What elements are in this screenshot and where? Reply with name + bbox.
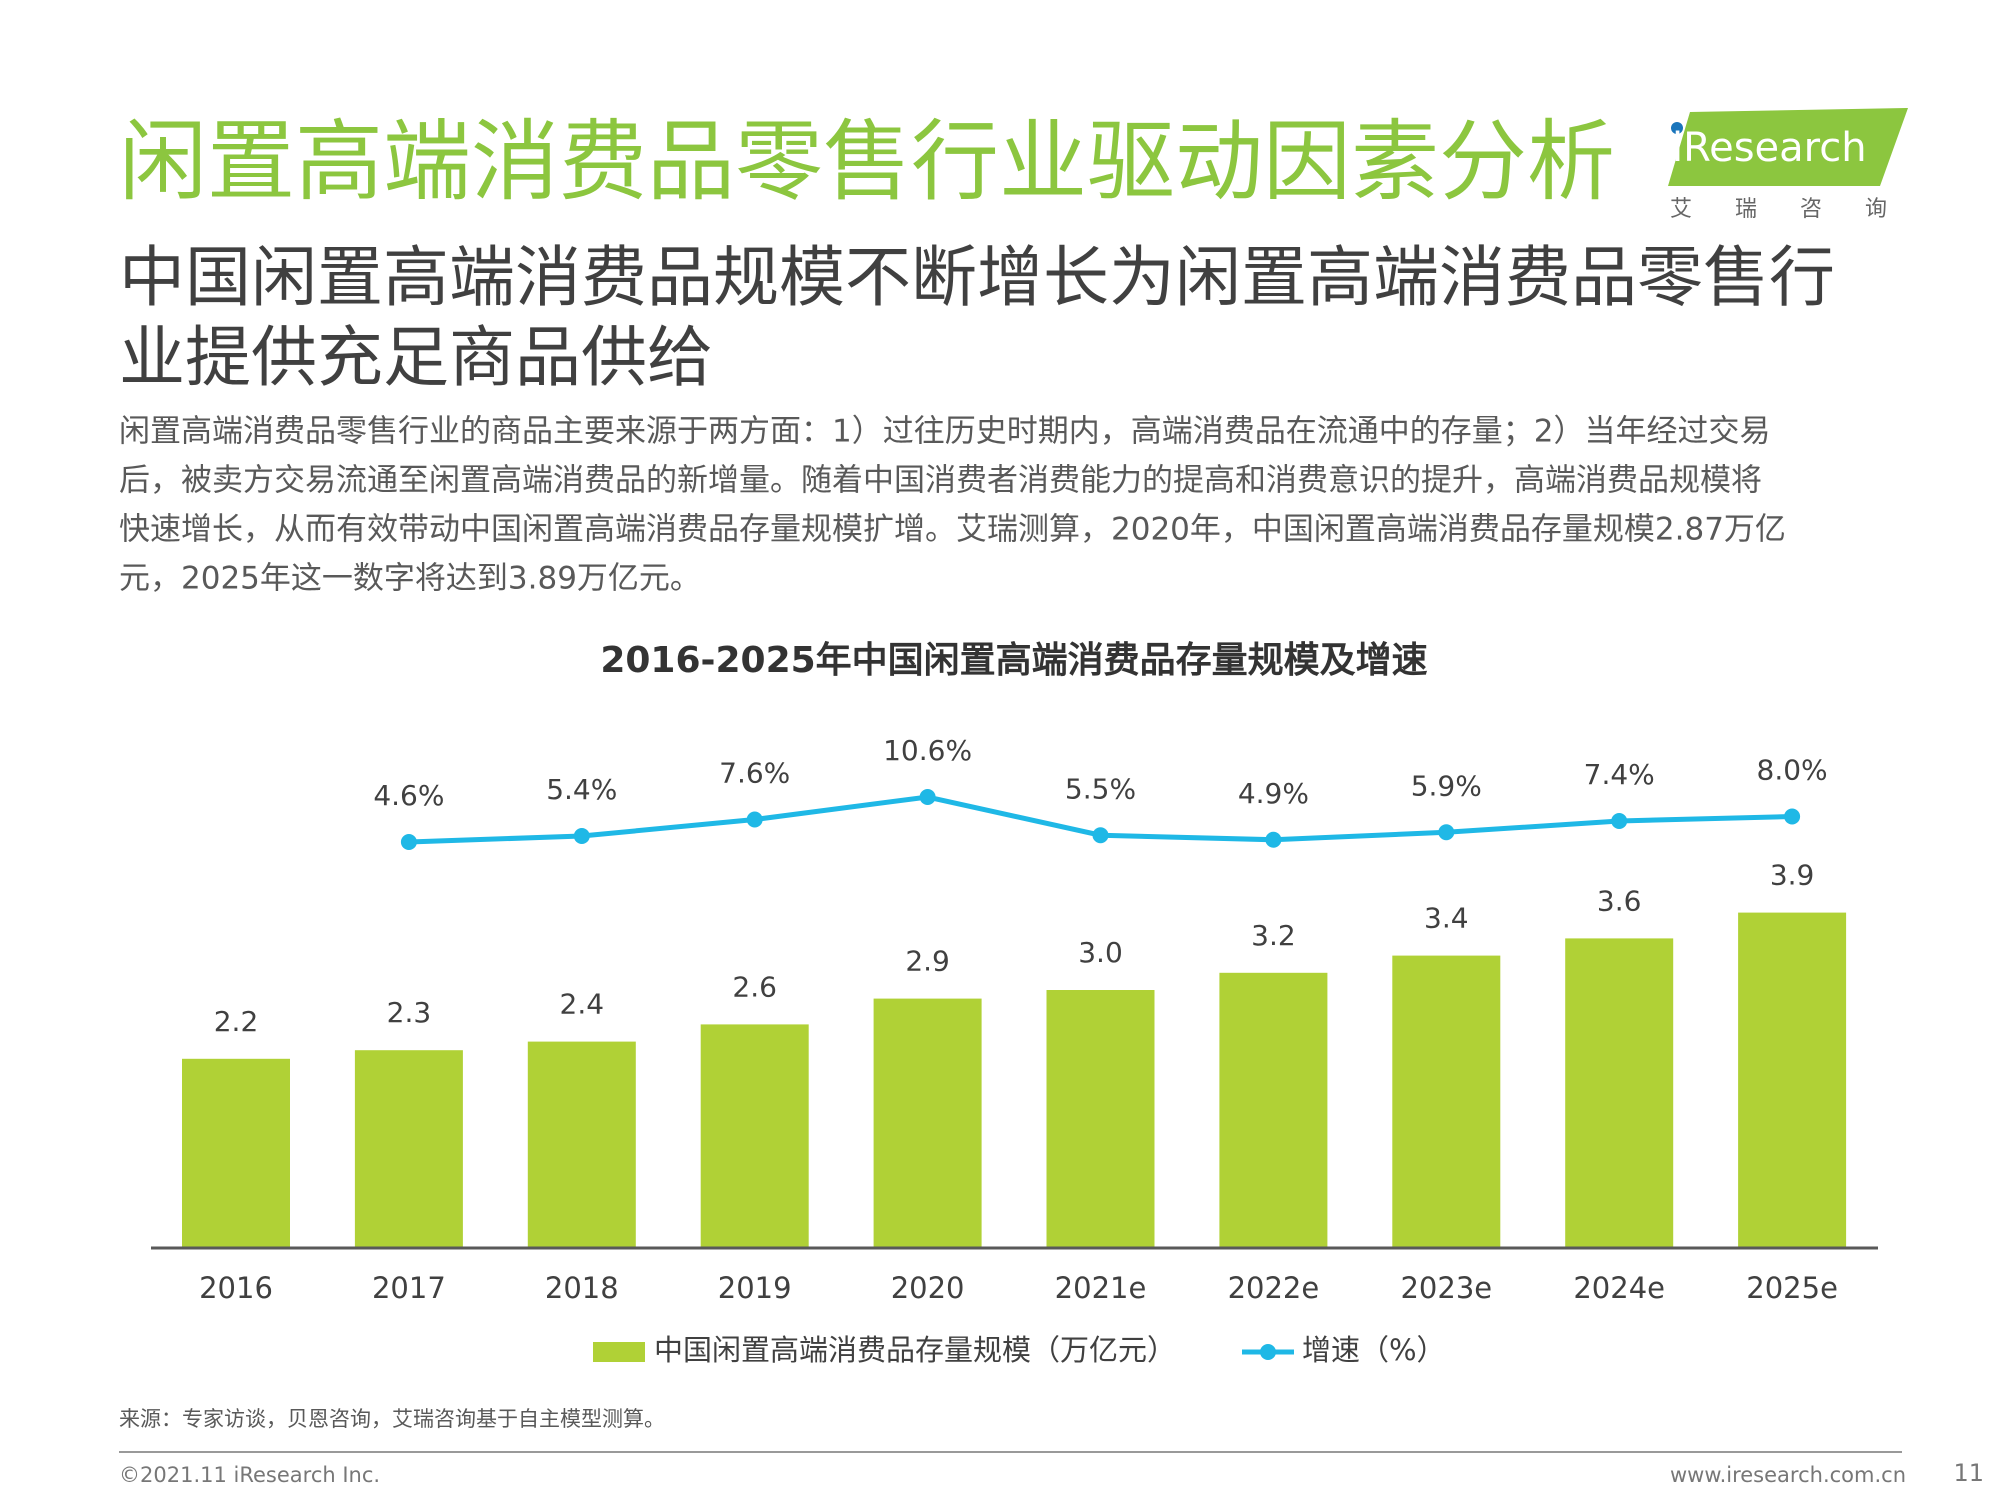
line-point xyxy=(400,834,417,850)
x-tick-label: 2022e xyxy=(1228,1271,1320,1305)
x-tick-label: 2016 xyxy=(199,1271,273,1305)
bar-label: 2.2 xyxy=(214,1005,259,1038)
bar-label: 3.9 xyxy=(1770,859,1815,892)
page-number: 11 xyxy=(1953,1459,1984,1487)
logo-dot xyxy=(1671,122,1683,134)
line-point xyxy=(1611,813,1628,829)
bar xyxy=(1046,990,1155,1248)
line-label: 5.5% xyxy=(1065,772,1136,805)
x-tick-label: 2024e xyxy=(1573,1271,1665,1305)
line-point xyxy=(1438,824,1455,841)
bar xyxy=(354,1050,463,1248)
line-point xyxy=(1265,831,1282,848)
x-tick-label: 2018 xyxy=(545,1271,619,1305)
line-point xyxy=(1784,808,1801,825)
subtitle: 中国闲置高端消费品规模不断增长为闲置高端消费品零售行业提供充足商品供给 xyxy=(119,239,1835,396)
bar-label: 3.4 xyxy=(1424,902,1469,935)
line-label: 5.4% xyxy=(546,773,617,806)
bar-label: 3.2 xyxy=(1251,919,1296,952)
x-tick-label: 2020 xyxy=(891,1271,965,1305)
copyright: ©2021.11 iResearch Inc. xyxy=(119,1463,380,1487)
bar-label: 2.9 xyxy=(905,945,950,978)
bar xyxy=(1738,912,1847,1248)
line-point xyxy=(919,789,936,805)
logo: iResearch xyxy=(1672,125,1867,171)
page-title: 闲置高端消费品零售行业驱动因素分析 xyxy=(119,110,1615,213)
paragraph-line: 元，2025年这一数字将达到3.89万亿元。 xyxy=(119,561,701,597)
x-tick-label: 2023e xyxy=(1400,1271,1492,1305)
paragraph-line: 快速增长，从而有效带动中国闲置高端消费品存量规模扩增。艾瑞测算，2020年，中国… xyxy=(119,512,1786,548)
bar xyxy=(527,1041,636,1248)
bar xyxy=(700,1024,809,1248)
legend-label: 增速（%） xyxy=(1302,1333,1446,1367)
website: www.iresearch.com.cn xyxy=(1670,1463,1906,1487)
bar-label: 2.6 xyxy=(732,970,777,1003)
source: 来源：专家访谈，贝恩咨询，艾瑞咨询基于自主模型测算。 xyxy=(119,1407,665,1431)
bar-label: 2.4 xyxy=(560,988,605,1021)
line-label: 5.9% xyxy=(1411,769,1482,802)
line-label: 7.6% xyxy=(719,757,790,790)
logo-bg xyxy=(1668,108,1908,186)
paragraph: 闲置高端消费品零售行业的商品主要来源于两方面：1）过往历史时期内，高端消费品在流… xyxy=(119,414,1786,597)
bar-label: 3.6 xyxy=(1597,884,1642,917)
bar xyxy=(1392,955,1501,1248)
bar xyxy=(182,1058,290,1248)
x-tick-label: 2025e xyxy=(1746,1271,1838,1305)
paragraph-line: 后，被卖方交易流通至闲置高端消费品的新增量。随着中国消费者消费能力的提高和消费意… xyxy=(119,463,1762,499)
bar-label: 3.0 xyxy=(1078,936,1123,969)
line-label: 4.9% xyxy=(1238,777,1309,810)
line-label: 4.6% xyxy=(373,779,444,812)
chart-title: 2016-2025年中国闲置高端消费品存量规模及增速 xyxy=(600,640,1427,681)
legend-swatch xyxy=(593,1342,645,1362)
legend-marker xyxy=(1260,1344,1276,1360)
logo-sub: 艾 瑞 咨 询 xyxy=(1670,197,1905,222)
x-tick-label: 2021e xyxy=(1055,1271,1147,1305)
line-label: 10.6% xyxy=(883,734,972,767)
bar xyxy=(1565,938,1674,1248)
line-point xyxy=(746,811,763,828)
paragraph-line: 闲置高端消费品零售行业的商品主要来源于两方面：1）过往历史时期内，高端消费品在流… xyxy=(119,414,1770,450)
x-tick-label: 2019 xyxy=(718,1271,792,1305)
line-label: 7.4% xyxy=(1584,758,1655,791)
bar-label: 2.3 xyxy=(387,996,432,1029)
line-point xyxy=(573,828,590,844)
bar xyxy=(873,998,982,1248)
x-tick-label: 2017 xyxy=(372,1271,446,1305)
line-point xyxy=(1092,827,1109,844)
bar xyxy=(1219,972,1328,1248)
chart: 2.2 2.3 2.4 2.6 2.9 3.0 3.2 3.4 3.6 3.9 4.6% 5.4% 7.… xyxy=(151,734,1878,1367)
legend-label: 中国闲置高端消费品存量规模（万亿元） xyxy=(654,1333,1176,1367)
line-label: 8.0% xyxy=(1757,754,1828,787)
